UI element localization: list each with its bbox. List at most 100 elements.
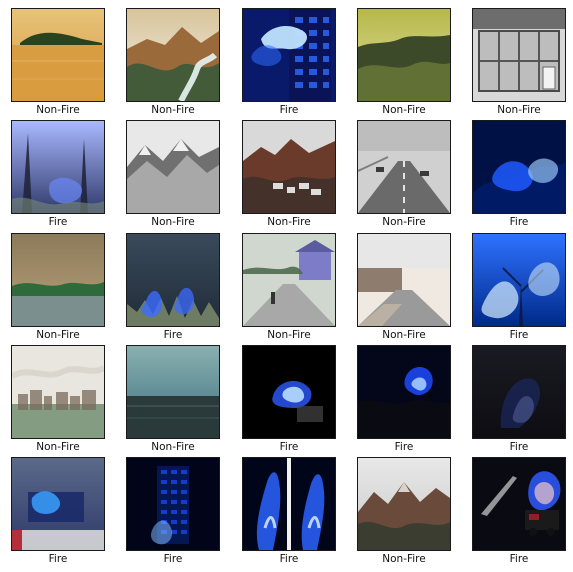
thumbnail-label: Non-Fire [151,441,195,453]
grid-cell: Non-Fire [11,233,105,341]
thumbnail-image [242,120,336,214]
grid-cell: Fire [242,457,336,565]
grid-cell: Fire [472,457,566,565]
thumbnail-label: Non-Fire [36,104,80,116]
thumbnail-label: Fire [48,553,68,565]
grid-cell: Fire [126,457,220,565]
thumbnail-image [357,120,451,214]
grid-cell: Non-Fire [357,233,451,341]
thumbnail-label: Non-Fire [382,216,426,228]
thumbnail-label: Non-Fire [36,329,80,341]
thumbnail-image [242,457,336,551]
thumbnail-image [472,120,566,214]
thumbnail-image [126,120,220,214]
thumbnail-svg [12,458,104,550]
thumbnail-image [357,8,451,102]
grid-cell: Non-Fire [357,8,451,116]
grid-cell: Fire [242,345,336,453]
thumbnail-svg [243,458,335,550]
thumbnail-svg [127,458,219,550]
thumbnail-label: Non-Fire [382,553,426,565]
thumbnail-image [242,345,336,439]
thumbnail-image [126,8,220,102]
grid-cell: Fire [357,345,451,453]
grid-cell: Non-Fire [472,8,566,116]
thumbnail-image [472,457,566,551]
grid-cell: Fire [472,345,566,453]
thumbnail-label: Fire [279,553,299,565]
thumbnail-image [126,233,220,327]
grid-cell: Fire [472,120,566,228]
grid-cell: Non-Fire [357,120,451,228]
grid-cell: Fire [11,457,105,565]
grid-cell: Non-Fire [242,233,336,341]
thumbnail-image [472,8,566,102]
thumbnail-image [126,457,220,551]
thumbnail-label: Non-Fire [151,216,195,228]
thumbnail-svg [243,346,335,438]
thumbnail-svg [358,346,450,438]
thumbnail-label: Non-Fire [36,441,80,453]
thumbnail-image [242,233,336,327]
thumbnail-label: Fire [48,216,68,228]
thumbnail-svg [358,121,450,213]
grid-cell: Non-Fire [126,345,220,453]
thumbnail-label: Fire [509,553,529,565]
thumbnail-image [11,8,105,102]
grid-cell: Non-Fire [357,457,451,565]
thumbnail-image [11,233,105,327]
thumbnail-label: Non-Fire [382,104,426,116]
thumbnail-label: Fire [163,329,183,341]
thumbnail-image [11,120,105,214]
thumbnail-svg [473,346,565,438]
grid-cell: Fire [472,233,566,341]
thumbnail-svg [127,346,219,438]
grid-cell: Non-Fire [126,120,220,228]
thumbnail-label: Non-Fire [267,216,311,228]
thumbnail-label: Fire [163,553,183,565]
thumbnail-svg [12,9,104,101]
thumbnail-image [472,233,566,327]
thumbnail-image [242,8,336,102]
thumbnail-label: Non-Fire [497,104,541,116]
thumbnail-label: Fire [279,441,299,453]
thumbnail-svg [127,121,219,213]
grid-cell: Non-Fire [126,8,220,116]
thumbnail-image [11,457,105,551]
thumbnail-svg [127,234,219,326]
thumbnail-label: Non-Fire [382,329,426,341]
thumbnail-svg [358,458,450,550]
thumbnail-label: Fire [279,104,299,116]
thumbnail-svg [358,234,450,326]
thumbnail-svg [12,121,104,213]
thumbnail-svg [12,346,104,438]
grid-cell: Non-Fire [11,345,105,453]
grid-cell: Fire [242,8,336,116]
thumbnail-svg [12,234,104,326]
thumbnail-image [472,345,566,439]
thumbnail-svg [127,9,219,101]
thumbnail-svg [243,234,335,326]
thumbnail-label: Fire [509,216,529,228]
thumbnail-svg [473,458,565,550]
thumbnail-label: Non-Fire [267,329,311,341]
grid-cell: Fire [11,120,105,228]
thumbnail-svg [358,9,450,101]
thumbnail-image [11,345,105,439]
thumbnail-image [357,233,451,327]
grid-cell: Non-Fire [242,120,336,228]
thumbnail-label: Fire [509,329,529,341]
thumbnail-label: Non-Fire [151,104,195,116]
thumbnail-image [357,457,451,551]
thumbnail-svg [243,9,335,101]
grid-cell: Non-Fire [11,8,105,116]
thumbnail-image [357,345,451,439]
grid-cell: Fire [126,233,220,341]
thumbnail-svg [473,234,565,326]
thumbnail-image [126,345,220,439]
thumbnail-svg [243,121,335,213]
thumbnail-svg [473,9,565,101]
thumbnail-label: Fire [509,441,529,453]
thumbnail-svg [473,121,565,213]
